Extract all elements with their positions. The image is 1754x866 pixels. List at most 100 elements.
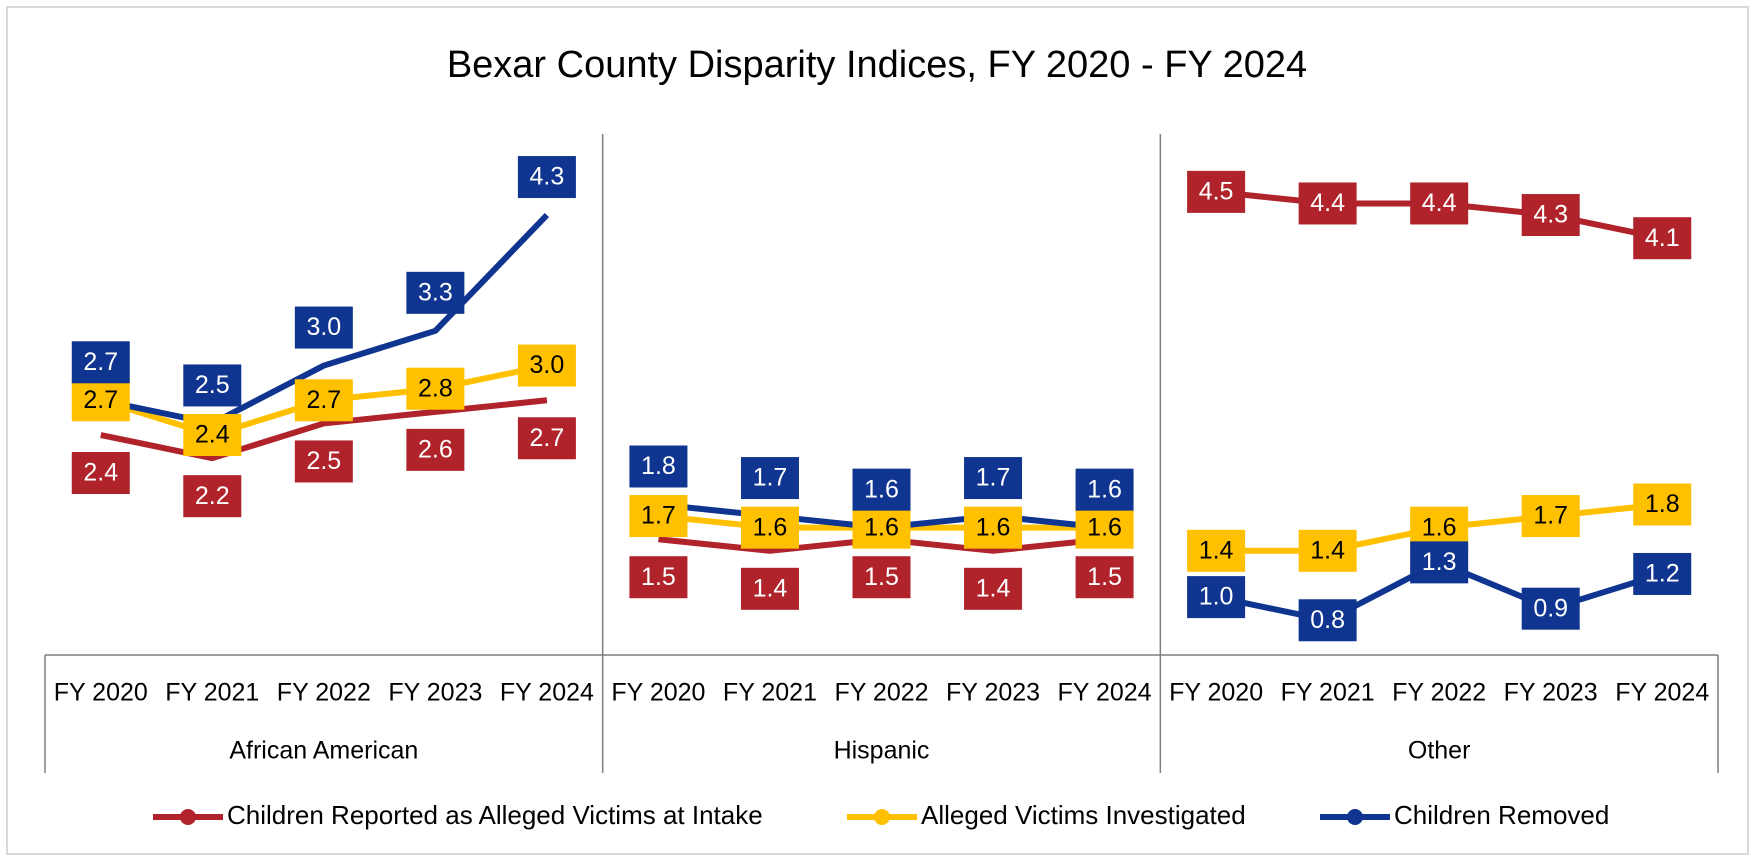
group-label: African American [229, 737, 418, 765]
data-label: 3.0 [306, 313, 341, 341]
legend-label: Children Removed [1394, 800, 1609, 830]
x-tick-label: FY 2021 [1281, 679, 1375, 707]
label-box [183, 414, 242, 457]
data-label: 2.7 [530, 424, 565, 452]
legend-marker [874, 809, 890, 825]
label-box [1633, 552, 1692, 595]
data-label: 3.0 [530, 351, 565, 379]
label-box [1075, 506, 1134, 549]
data-label: 1.8 [1645, 490, 1680, 518]
label-box [1298, 599, 1357, 642]
legend-label: Alleged Victims Investigated [921, 800, 1246, 830]
data-label: 1.8 [641, 452, 676, 480]
label-box [1075, 468, 1134, 511]
label-box [852, 506, 911, 549]
data-label: 1.7 [976, 464, 1011, 492]
label-box [964, 457, 1023, 500]
group-label: Hispanic [834, 737, 930, 765]
data-label: 1.5 [641, 563, 676, 591]
label-box [1187, 529, 1246, 572]
label-box [740, 457, 799, 500]
x-tick-label: FY 2021 [723, 679, 817, 707]
data-label: 2.2 [195, 482, 230, 510]
label-box [406, 271, 465, 314]
label-box [1187, 170, 1246, 213]
x-tick-label: FY 2023 [388, 679, 482, 707]
label-box [629, 556, 688, 599]
data-label: 4.5 [1199, 177, 1234, 205]
data-label: 2.7 [306, 386, 341, 414]
label-box [629, 495, 688, 538]
label-box [964, 506, 1023, 549]
label-box [1410, 541, 1469, 584]
data-label: 1.4 [1199, 536, 1234, 564]
data-label: 2.4 [195, 421, 230, 449]
data-label: 1.6 [864, 475, 899, 503]
data-label: 1.5 [1087, 563, 1122, 591]
data-label: 1.6 [753, 513, 788, 541]
data-label: 2.5 [195, 371, 230, 399]
series-line [100, 397, 548, 462]
label-box [71, 341, 130, 384]
x-tick-label: FY 2021 [165, 679, 259, 707]
data-label: 1.6 [1087, 513, 1122, 541]
label-box [1521, 194, 1580, 237]
data-label: 1.4 [753, 574, 788, 602]
data-label: 1.3 [1422, 548, 1457, 576]
data-label: 1.7 [753, 464, 788, 492]
data-label: 4.3 [530, 163, 565, 191]
data-label: 2.8 [418, 374, 453, 402]
x-tick-label: FY 2022 [277, 679, 371, 707]
label-box [183, 475, 242, 518]
data-label: 1.7 [1533, 502, 1568, 530]
label-box [740, 506, 799, 549]
label-box [740, 567, 799, 610]
data-label: 2.6 [418, 435, 453, 463]
data-label: 1.6 [864, 513, 899, 541]
data-label: 1.6 [976, 513, 1011, 541]
data-label: 1.4 [1310, 536, 1345, 564]
label-box [1521, 495, 1580, 538]
data-label: 3.3 [418, 278, 453, 306]
label-box [183, 364, 242, 407]
label-box [406, 367, 465, 410]
data-label: 4.4 [1422, 189, 1457, 217]
x-tick-label: FY 2024 [500, 679, 594, 707]
label-box [71, 379, 130, 422]
x-tick-label: FY 2022 [1392, 679, 1486, 707]
data-label: 0.8 [1310, 606, 1345, 634]
legend-label: Children Reported as Alleged Victims at … [227, 800, 763, 830]
x-tick-label: FY 2023 [946, 679, 1040, 707]
label-box [852, 556, 911, 599]
data-label: 4.4 [1310, 189, 1345, 217]
x-tick-label: FY 2020 [1169, 679, 1263, 707]
x-tick-label: FY 2020 [611, 679, 705, 707]
series-line [100, 212, 550, 427]
label-box [1410, 182, 1469, 225]
label-box [1298, 529, 1357, 572]
data-label: 2.5 [306, 447, 341, 475]
legend-marker [180, 809, 196, 825]
label-box [294, 440, 353, 483]
data-label: 2.4 [83, 459, 118, 487]
data-label: 1.0 [1199, 583, 1234, 611]
chart-border [6, 6, 1749, 855]
x-tick-label: FY 2024 [1615, 679, 1709, 707]
label-box [964, 567, 1023, 610]
data-label: 2.7 [83, 386, 118, 414]
label-box [1298, 182, 1357, 225]
label-box [517, 417, 576, 460]
group-label: Other [1408, 737, 1471, 765]
data-label: 1.7 [641, 502, 676, 530]
data-label: 1.4 [976, 574, 1011, 602]
chart-title: Bexar County Disparity Indices, FY 2020 … [447, 44, 1307, 86]
label-box [629, 445, 688, 488]
label-box [1633, 217, 1692, 260]
label-box [294, 379, 353, 422]
data-label: 1.6 [1422, 513, 1457, 541]
data-label: 1.2 [1645, 560, 1680, 588]
x-tick-label: FY 2022 [834, 679, 928, 707]
label-box [852, 468, 911, 511]
label-box [1521, 587, 1580, 630]
